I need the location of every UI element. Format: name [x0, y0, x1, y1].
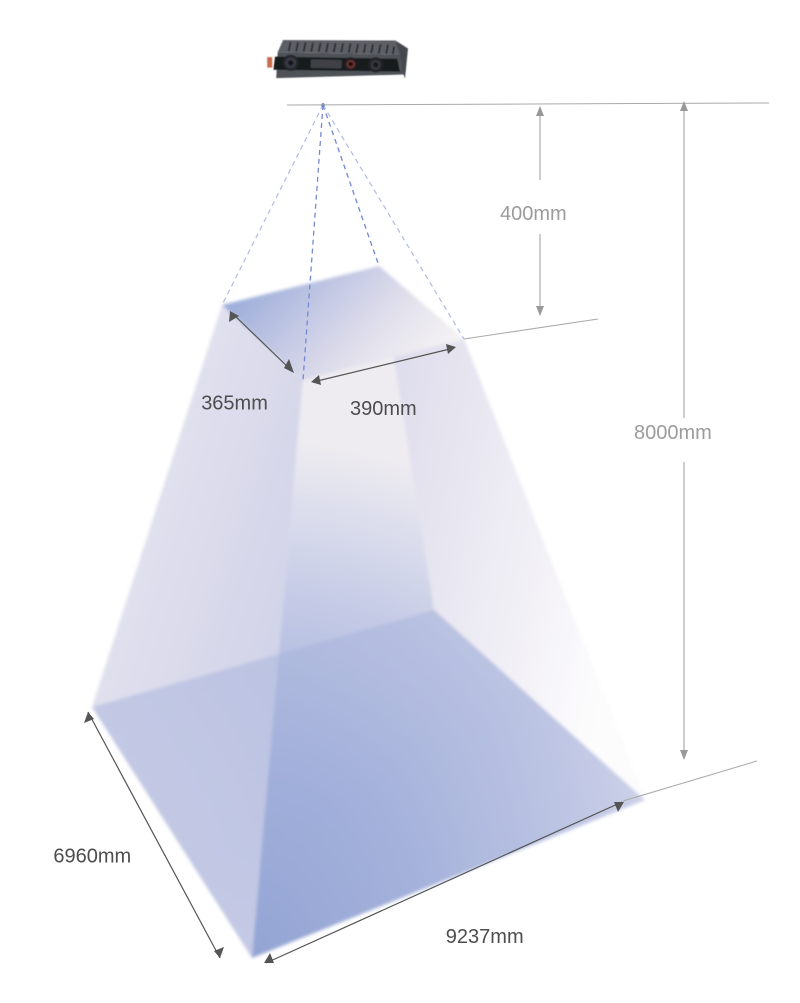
svg-text:8000mm: 8000mm [634, 422, 712, 444]
svg-text:6960mm: 6960mm [53, 846, 131, 868]
svg-text:390mm: 390mm [350, 398, 417, 420]
svg-text:365mm: 365mm [201, 393, 268, 415]
svg-text:9237mm: 9237mm [446, 926, 524, 948]
svg-text:400mm: 400mm [500, 203, 567, 225]
